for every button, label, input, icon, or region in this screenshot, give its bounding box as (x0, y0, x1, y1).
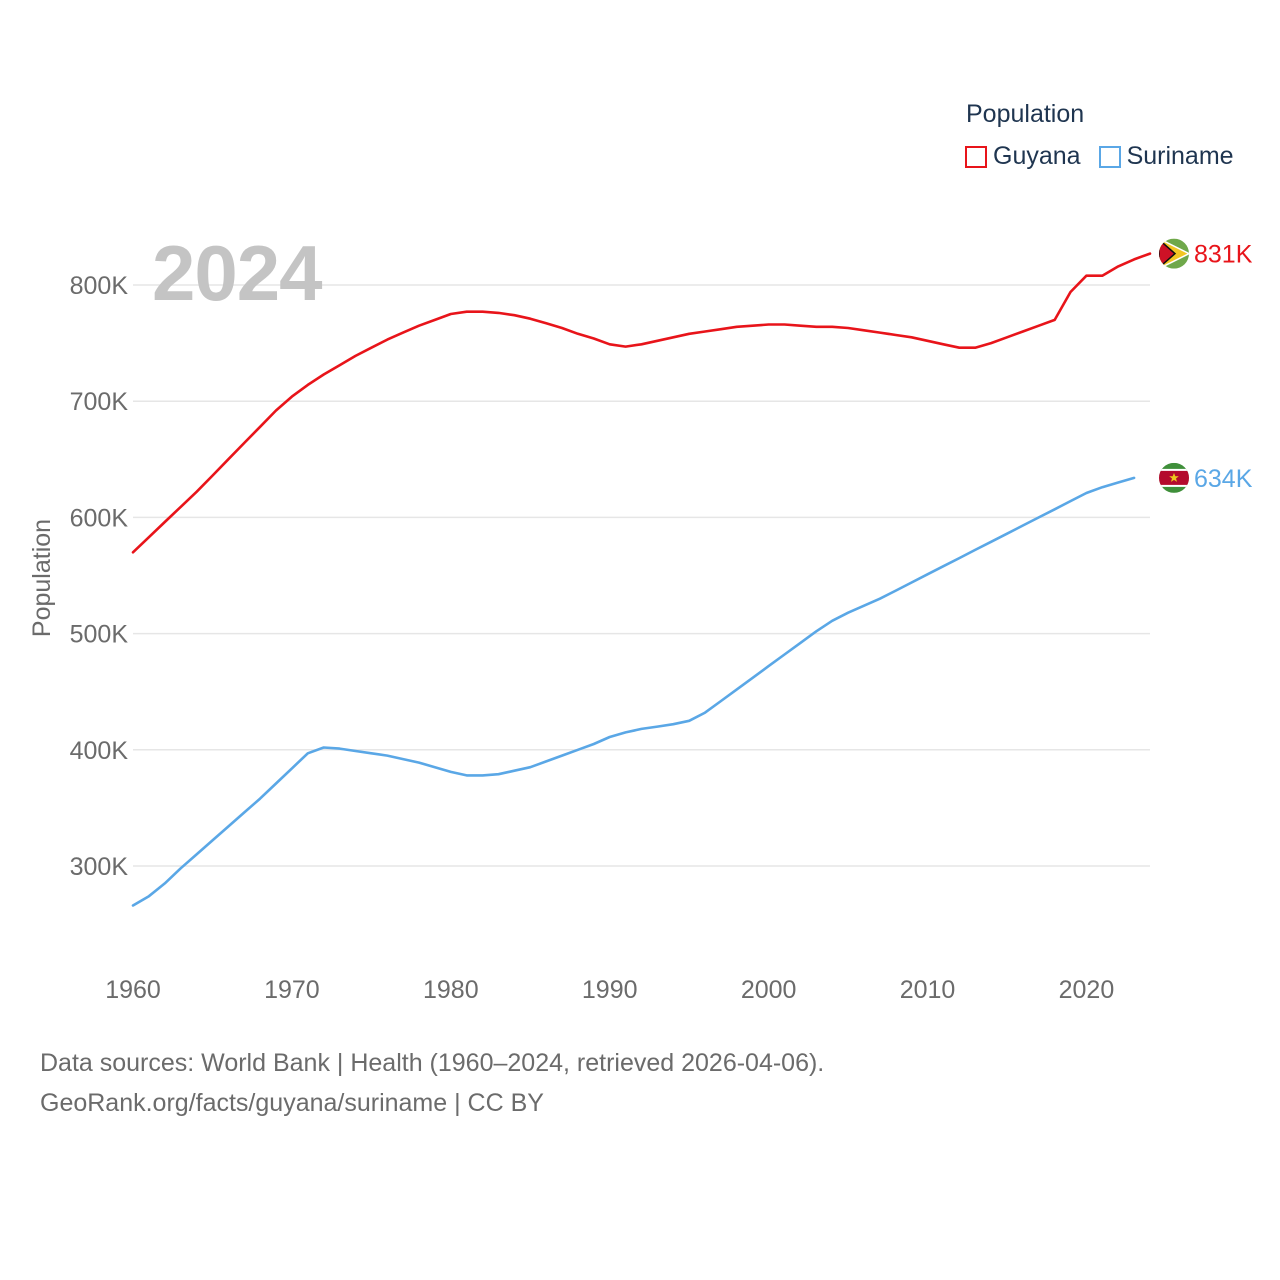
footer: Data sources: World Bank | Health (1960–… (40, 1043, 824, 1123)
x-tick-label: 2000 (741, 976, 797, 1004)
footer-sources: Data sources: World Bank | Health (1960–… (40, 1049, 825, 1077)
y-tick-label: 400K (70, 737, 129, 765)
legend-swatch-guyana (965, 145, 987, 168)
y-tick-label: 300K (70, 853, 129, 881)
series-lines (131, 252, 1152, 907)
legend-item-guyana[interactable]: Guyana (965, 142, 1081, 171)
y-tick-label: 700K (70, 388, 129, 416)
legend: Guyana Suriname (965, 142, 1252, 171)
x-tick-label: 1990 (582, 976, 638, 1004)
year-label: 2024 (152, 229, 323, 317)
y-tick-label: 600K (70, 504, 129, 532)
legend-label-guyana: Guyana (993, 142, 1081, 170)
y-tick-label: 500K (70, 621, 129, 649)
series-line-suriname[interactable] (131, 476, 1136, 907)
end-label-suriname: 634K (1194, 465, 1253, 493)
legend-swatch-suriname (1098, 145, 1121, 168)
x-tick-label: 1970 (264, 976, 320, 1004)
legend-item-suriname[interactable]: Suriname (1098, 142, 1234, 171)
end-label-guyana: 831K (1194, 241, 1253, 269)
footer-link[interactable]: GeoRank.org/facts/guyana/suriname | CC B… (40, 1089, 544, 1117)
x-tick-label: 1980 (423, 976, 479, 1004)
y-axis-title: Population (28, 519, 56, 637)
grid-lines (133, 284, 1150, 867)
x-axis-ticks: 1960 1970 1980 1990 2000 2010 2020 (105, 976, 1114, 1004)
end-markers: 831K 634K (1159, 238, 1253, 493)
legend-title: Population (966, 100, 1085, 128)
guyana-flag-icon (1159, 238, 1189, 269)
suriname-flag-icon (1159, 462, 1189, 493)
y-axis-ticks: 300K 400K 500K 600K 700K 800K (70, 272, 129, 881)
x-tick-label: 2010 (900, 976, 956, 1004)
x-tick-label: 2020 (1059, 976, 1115, 1004)
x-tick-label: 1960 (105, 976, 161, 1004)
series-line-guyana[interactable] (131, 252, 1152, 554)
legend-label-suriname: Suriname (1126, 142, 1234, 170)
y-tick-label: 800K (70, 272, 129, 300)
